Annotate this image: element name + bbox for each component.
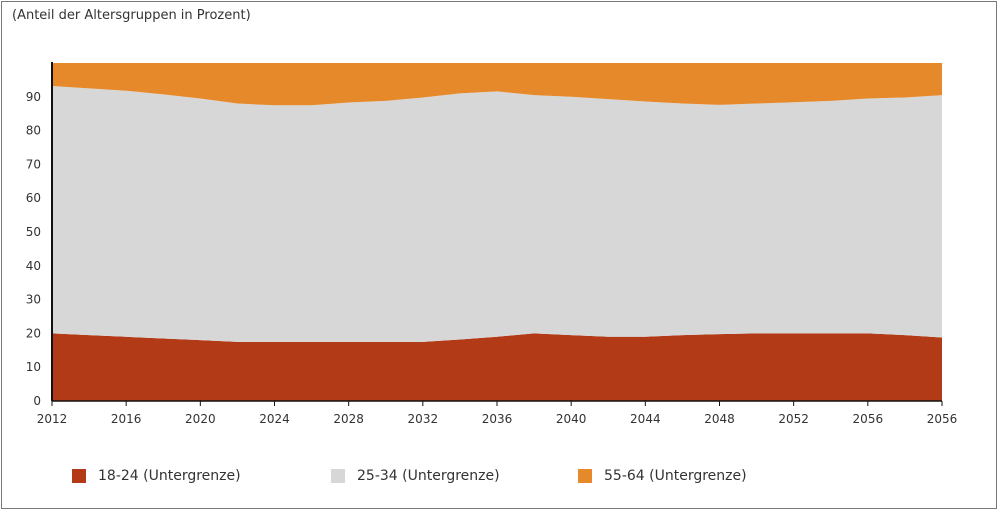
legend-item-25-34: 25-34 (Untergrenze) bbox=[331, 468, 500, 484]
y-tick-label: 50 bbox=[26, 225, 41, 239]
unit-label: (Anteil der Altersgruppen in Prozent) bbox=[12, 8, 251, 23]
x-tick-label: 2012 bbox=[37, 412, 68, 426]
y-tick-label: 80 bbox=[26, 124, 41, 138]
stacked-area-chart: 0 10 20 30 40 50 60 70 80 90 2012 2016 2020 2024 2028… bbox=[26, 62, 958, 426]
y-tick-label: 10 bbox=[26, 360, 41, 374]
x-tick-label: 2024 bbox=[259, 412, 290, 426]
y-tick-label: 90 bbox=[26, 90, 41, 104]
legend-swatch-18-24 bbox=[72, 469, 86, 483]
x-axis-tick-labels: 2012 2016 2020 2024 2028 2032 2036 2040 2044 2048… bbox=[37, 401, 958, 426]
area-series-55-64 bbox=[52, 63, 942, 106]
legend-label-18-24: 18-24 (Untergrenze) bbox=[98, 468, 241, 484]
legend-swatch-55-64 bbox=[578, 469, 592, 483]
x-tick-label: 2016 bbox=[111, 412, 142, 426]
y-axis-tick-labels: 0 10 20 30 40 50 60 70 80 90 bbox=[26, 90, 41, 408]
x-tick-label: 2032 bbox=[408, 412, 439, 426]
x-tick-label: 2040 bbox=[556, 412, 587, 426]
legend-label-55-64: 55-64 (Untergrenze) bbox=[604, 468, 747, 484]
x-tick-label: 2056 bbox=[927, 412, 958, 426]
legend-swatch-25-34 bbox=[331, 469, 345, 483]
legend-item-18-24: 18-24 (Untergrenze) bbox=[72, 468, 241, 484]
legend-label-25-34: 25-34 (Untergrenze) bbox=[357, 468, 500, 484]
y-tick-label: 70 bbox=[26, 157, 41, 171]
area-series-18-24 bbox=[52, 333, 942, 401]
x-tick-label: 2020 bbox=[185, 412, 216, 426]
legend-item-55-64: 55-64 (Untergrenze) bbox=[578, 468, 747, 484]
x-tick-label: 2056 bbox=[853, 412, 884, 426]
x-tick-label: 2044 bbox=[630, 412, 661, 426]
x-tick-label: 2048 bbox=[704, 412, 735, 426]
y-tick-label: 0 bbox=[33, 394, 41, 408]
x-tick-label: 2036 bbox=[482, 412, 513, 426]
x-tick-label: 2052 bbox=[778, 412, 809, 426]
legend: 18-24 (Untergrenze) 25-34 (Untergrenze) … bbox=[0, 462, 1000, 492]
y-tick-label: 40 bbox=[26, 259, 41, 273]
y-tick-label: 30 bbox=[26, 293, 41, 307]
area-layer bbox=[52, 63, 942, 401]
y-tick-label: 20 bbox=[26, 326, 41, 340]
y-tick-label: 60 bbox=[26, 191, 41, 205]
area-series-25-34 bbox=[52, 85, 942, 342]
x-tick-label: 2028 bbox=[333, 412, 364, 426]
